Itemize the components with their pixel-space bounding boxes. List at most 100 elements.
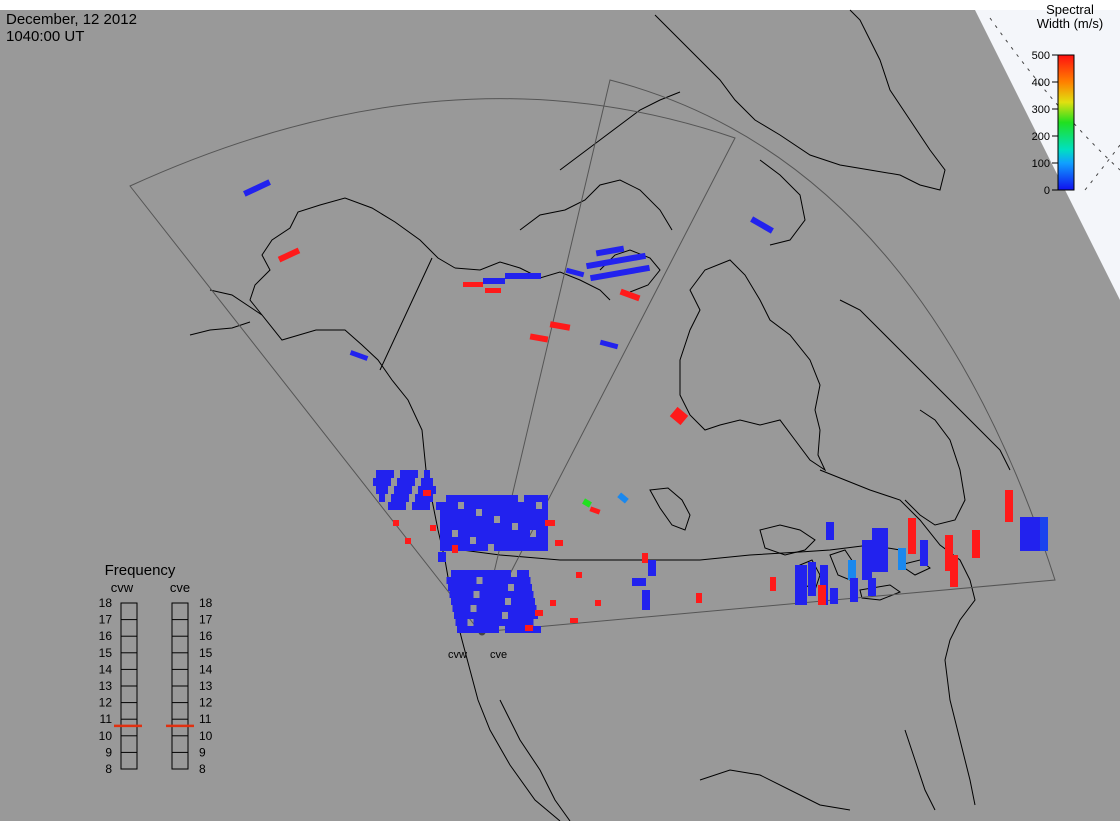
backscatter-cell (512, 516, 518, 523)
backscatter-cell (920, 540, 928, 566)
backscatter-cell (446, 516, 452, 523)
cve-fov (479, 79, 1056, 633)
backscatter-cell (542, 544, 548, 551)
backscatter-cell (466, 612, 472, 619)
backscatter-cell (484, 612, 490, 619)
backscatter-cell (455, 619, 462, 626)
backscatter-cell (535, 626, 541, 633)
backscatter-cell (454, 612, 460, 619)
backscatter-cell (512, 537, 518, 544)
backscatter-cell (617, 492, 629, 504)
backscatter-cell (488, 502, 494, 509)
backscatter-cell (506, 605, 513, 612)
backscatter-cell (536, 537, 542, 544)
florida-coast (904, 729, 936, 811)
backscatter-cell (518, 523, 524, 530)
backscatter-cell (440, 502, 446, 509)
backscatter-cell (388, 502, 394, 510)
backscatter-cell (458, 523, 464, 530)
backscatter-cell (440, 530, 446, 537)
frequency-right-tick-label: 17 (199, 613, 213, 627)
backscatter-cell (482, 544, 488, 551)
backscatter-cells (243, 179, 1048, 633)
backscatter-cell (527, 591, 534, 598)
backscatter-cell (483, 278, 505, 284)
backscatter-cell (349, 350, 369, 361)
backscatter-cell (458, 530, 464, 537)
backscatter-cell (517, 598, 523, 605)
backscatter-cell (503, 591, 510, 598)
backscatter-cell (379, 494, 385, 502)
backscatter-cell (446, 502, 452, 509)
backscatter-cell (523, 598, 529, 605)
backscatter-cell (376, 486, 382, 494)
backscatter-cell (493, 598, 499, 605)
greenland-west (759, 159, 806, 246)
backscatter-cell (512, 509, 518, 516)
baffin-area (599, 249, 661, 293)
backscatter-cell (494, 502, 500, 509)
backscatter-cell (530, 509, 536, 516)
colorbar-tick-label: 0 (1044, 185, 1050, 197)
backscatter-cell (394, 502, 400, 510)
lake-erie (859, 584, 902, 601)
backscatter-cell (388, 470, 394, 478)
backscatter-cell (505, 626, 511, 633)
gulf-coast (699, 769, 851, 811)
backscatter-cell (542, 530, 548, 537)
backscatter-cell (494, 523, 500, 530)
backscatter-cell (415, 494, 421, 502)
backscatter-cell (438, 552, 446, 562)
backscatter-cell (476, 544, 482, 551)
colorbar-title-line2: Width (m/s) (1037, 16, 1103, 31)
backscatter-cell (469, 626, 475, 633)
backscatter-cell (500, 509, 506, 516)
backscatter-cell (448, 584, 454, 591)
backscatter-cell (452, 502, 458, 509)
backscatter-cell (536, 544, 542, 551)
backscatter-cell (536, 516, 542, 523)
backscatter-cell (488, 495, 494, 502)
backscatter-cell (463, 598, 469, 605)
backscatter-cell (518, 605, 525, 612)
backscatter-cell (376, 470, 382, 478)
frequency-left-tick-label: 16 (99, 629, 113, 643)
arctic-islands-1 (519, 179, 673, 231)
backscatter-cell (464, 544, 470, 551)
backscatter-cell (506, 502, 512, 509)
frequency-left-tick-label: 13 (99, 679, 113, 693)
backscatter-cell (393, 520, 399, 526)
backscatter-cell (506, 509, 512, 516)
colorbar-tick-label: 100 (1032, 158, 1050, 170)
backscatter-cell (482, 502, 488, 509)
backscatter-cell (496, 584, 502, 591)
backscatter-cell (529, 333, 549, 343)
backscatter-cell (277, 247, 301, 263)
political-boundaries (379, 257, 901, 561)
backscatter-cell (430, 486, 436, 494)
backscatter-cell (648, 560, 656, 576)
backscatter-cell (405, 538, 411, 544)
backscatter-cell (908, 518, 916, 554)
backscatter-cell (424, 502, 430, 510)
backscatter-cell (770, 577, 776, 591)
backscatter-cell (470, 516, 476, 523)
backscatter-cell (595, 245, 625, 257)
backscatter-cell (397, 478, 403, 486)
backscatter-cell (494, 605, 501, 612)
backscatter-cell (518, 509, 524, 516)
backscatter-cell (472, 612, 478, 619)
fov-outlines (129, 79, 1056, 633)
backscatter-cell (595, 600, 601, 606)
backscatter-cell (555, 540, 563, 546)
backscatter-cell (385, 478, 391, 486)
backscatter-cell (945, 535, 953, 571)
backscatter-cell (243, 179, 271, 197)
backscatter-cell (862, 540, 872, 580)
backscatter-cell (526, 612, 532, 619)
backscatter-cell (476, 537, 482, 544)
frequency-right-tick-label: 16 (199, 629, 213, 643)
backscatter-cell (488, 537, 494, 544)
backscatter-cell (494, 537, 500, 544)
backscatter-cell (518, 530, 524, 537)
